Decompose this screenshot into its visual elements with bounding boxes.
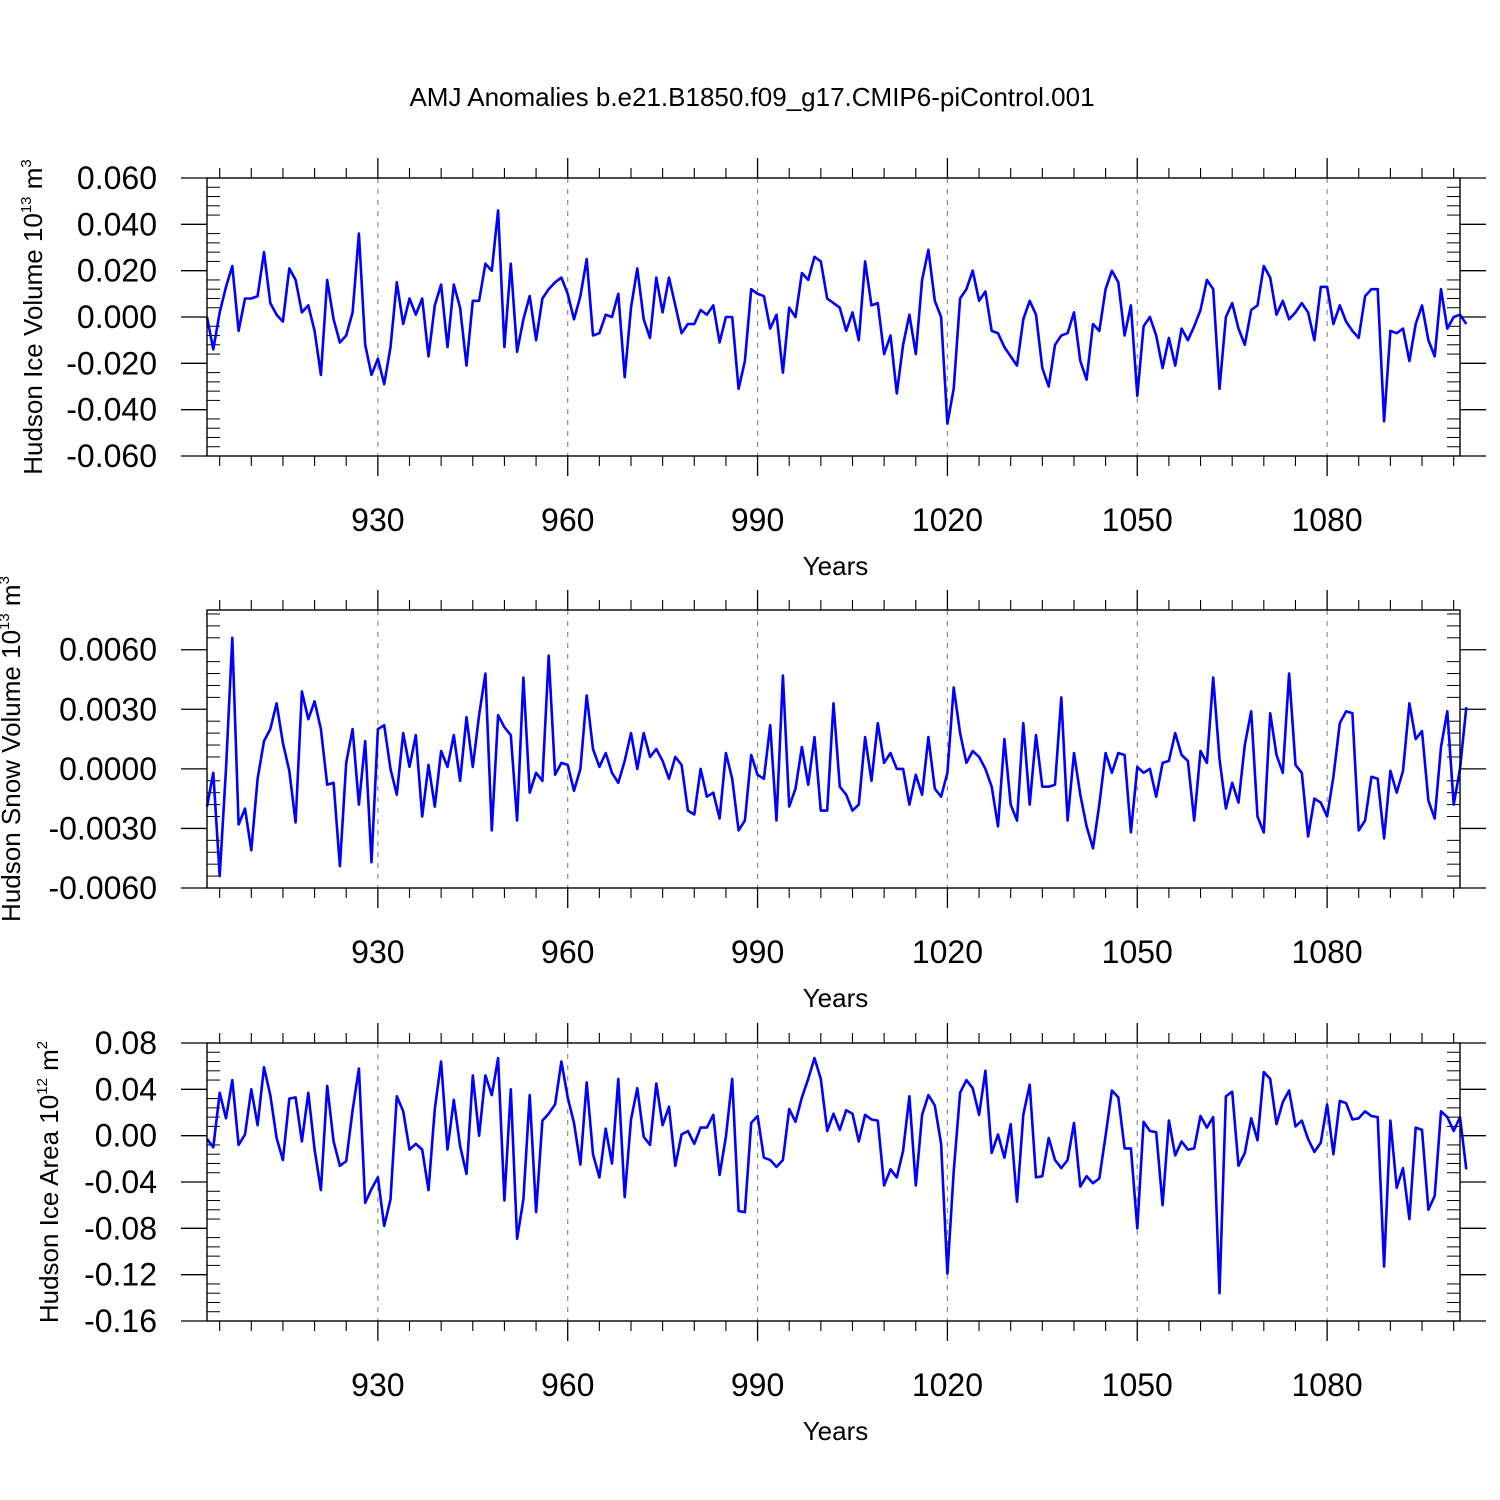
series-line-ice-volume <box>205 209 1468 425</box>
x-tick-label: 1050 <box>1102 1367 1173 1403</box>
x-tick-label: 990 <box>731 1367 784 1403</box>
panels: 930 960 990 1020 1050 1080 -0.060 -0.040 -0.020 0… <box>0 158 1486 1446</box>
x-tick-label: 930 <box>351 934 404 970</box>
x-axis-title: Years <box>803 1416 869 1446</box>
x-tick-label: 1020 <box>912 502 983 538</box>
x-tick-label: 960 <box>541 934 594 970</box>
plot-frame <box>206 1042 1461 1322</box>
y-tick-label: -0.020 <box>66 345 157 381</box>
y-tick-label: 0.0030 <box>59 691 157 727</box>
y-axis-title: Hudson Snow Volume 1013 m3 <box>0 576 26 922</box>
y-tick-label: -0.0030 <box>48 810 157 846</box>
plot-frame <box>206 609 1461 889</box>
x-tick-label: 1020 <box>912 1367 983 1403</box>
x-tick-label: 1020 <box>912 934 983 970</box>
y-tick-label: 0.020 <box>77 253 157 289</box>
series-line-ice-area <box>205 1056 1468 1295</box>
y-tick-label: 0.040 <box>77 206 157 242</box>
y-tick-label: 0.08 <box>95 1025 157 1061</box>
y-tick-label: -0.04 <box>84 1164 157 1200</box>
x-tick-label: 1080 <box>1292 1367 1363 1403</box>
y-tick-label: -0.040 <box>66 392 157 428</box>
plot-frame <box>206 177 1461 457</box>
chart-title: AMJ Anomalies b.e21.B1850.f09_g17.CMIP6-… <box>409 82 1094 112</box>
x-tick-label: 990 <box>731 502 784 538</box>
y-tick-label: 0.00 <box>95 1118 157 1154</box>
x-tick-label: 1050 <box>1102 934 1173 970</box>
x-tick-label: 1080 <box>1292 502 1363 538</box>
y-tick-label: 0.04 <box>95 1071 157 1107</box>
y-tick-label: 0.0000 <box>59 751 157 787</box>
x-tick-label: 930 <box>351 502 404 538</box>
y-axis-title: Hudson Ice Volume 1013 m3 <box>18 159 48 475</box>
y-tick-label: -0.16 <box>84 1303 157 1339</box>
y-tick-label: -0.12 <box>84 1257 157 1293</box>
x-tick-label: 960 <box>541 1367 594 1403</box>
y-tick-label: 0.060 <box>77 160 157 196</box>
y-tick-label: 0.000 <box>77 299 157 335</box>
panel-ice-volume: 930 960 990 1020 1050 1080 -0.060 -0.040 -0.020 0… <box>18 158 1486 581</box>
y-axis-title: Hudson Ice Area 1012 m2 <box>34 1041 64 1323</box>
x-tick-label: 960 <box>541 502 594 538</box>
x-tick-label: 1080 <box>1292 934 1363 970</box>
x-tick-label: 990 <box>731 934 784 970</box>
x-tick-label: 1050 <box>1102 502 1173 538</box>
y-tick-label: -0.0060 <box>48 870 157 906</box>
x-axis-title: Years <box>803 551 869 581</box>
series-line-snow-volume <box>205 636 1468 878</box>
y-tick-label: 0.0060 <box>59 632 157 668</box>
panel-snow-volume: 930 960 990 1020 1050 1080 -0.0060 -0.0030 0.000… <box>0 576 1486 1013</box>
x-tick-label: 930 <box>351 1367 404 1403</box>
x-axis-title: Years <box>803 983 869 1013</box>
y-tick-label: -0.08 <box>84 1210 157 1246</box>
panel-ice-area: 930 960 990 1020 1050 1080 -0.16 -0.12 -0.08 -0.0… <box>34 1023 1486 1446</box>
y-tick-label: -0.060 <box>66 438 157 474</box>
